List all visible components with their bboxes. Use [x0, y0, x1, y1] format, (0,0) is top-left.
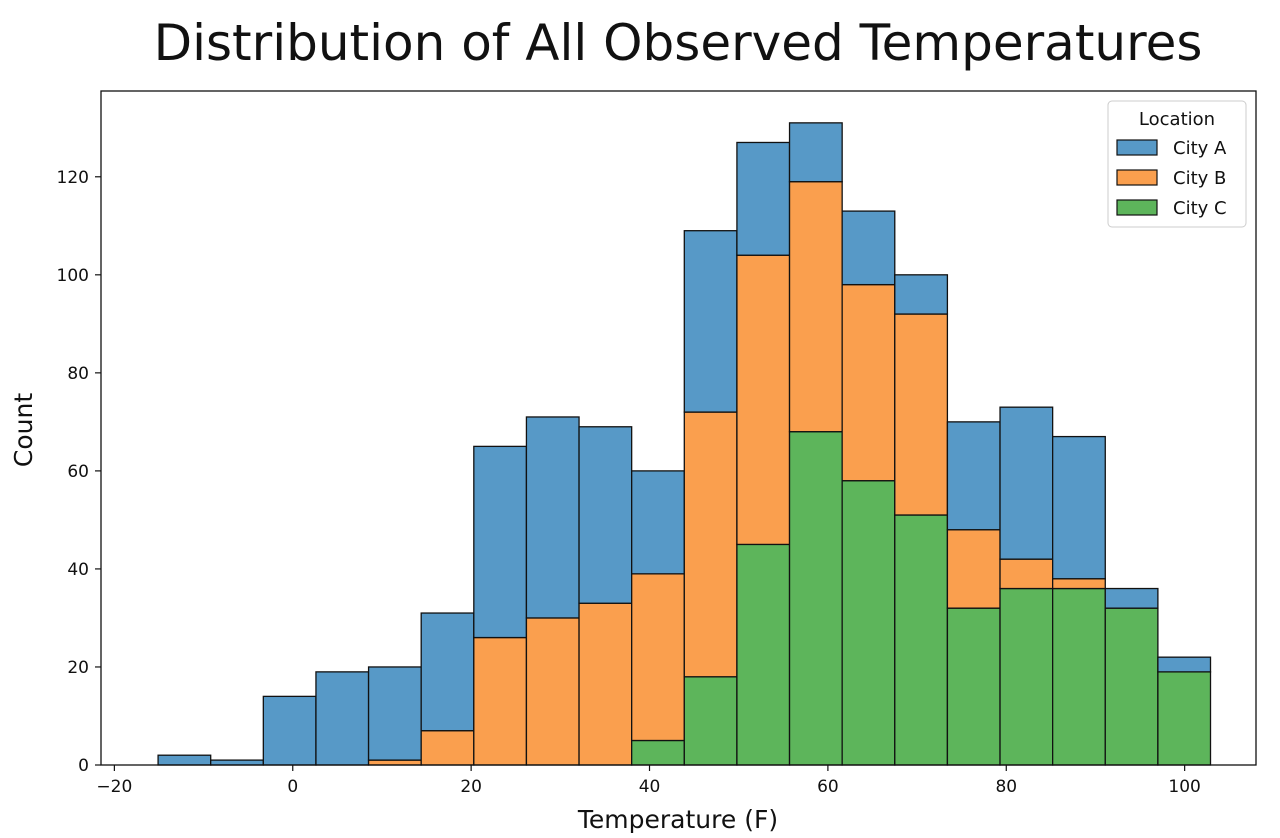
y-tick-label: 100 [57, 266, 89, 286]
legend-swatch-city-c [1116, 199, 1158, 216]
legend-box [1107, 100, 1247, 228]
legend-label-city-a: City A [1173, 138, 1227, 159]
legend-label-city-c: City C [1173, 198, 1227, 219]
bar-city-b-bin-16 [946, 529, 1001, 609]
bar-city-b-bin-6 [420, 730, 475, 766]
bar-city-a-bin-5 [367, 666, 422, 761]
bar-city-a-bin-10 [631, 470, 685, 575]
y-tick-label: 40 [67, 560, 89, 580]
bar-city-c-bin-16 [946, 607, 1001, 766]
bar-city-a-bin-9 [578, 426, 633, 604]
bar-city-c-bin-20 [1157, 671, 1212, 766]
x-tick-label: 40 [639, 777, 661, 797]
bar-city-a-bin-11 [683, 230, 738, 413]
bar-city-c-bin-19 [1104, 607, 1159, 766]
x-tick-label: 60 [817, 777, 839, 797]
bar-city-a-bin-19 [1104, 587, 1159, 609]
bar-city-c-bin-13 [788, 431, 843, 766]
x-axis-ticks: −20 0 20 40 60 80 100 [96, 765, 1201, 797]
bar-city-a-bin-14 [841, 210, 896, 286]
bar-city-b-bin-8 [525, 617, 580, 766]
bar-city-a-bin-1 [157, 754, 212, 766]
bar-city-c-bin-18 [1052, 587, 1106, 766]
bar-city-a-bin-8 [525, 416, 580, 619]
bar-city-a-bin-7 [473, 445, 528, 639]
bar-city-a-bin-3 [262, 695, 317, 766]
bar-city-c-bin-12 [736, 543, 791, 766]
bar-city-b-bin-7 [473, 636, 528, 766]
y-tick-label: 20 [67, 658, 89, 678]
bar-city-c-bin-15 [894, 514, 949, 766]
legend-label-city-b: City B [1173, 168, 1226, 189]
bar-city-a-bin-4 [315, 671, 370, 766]
bar-city-c-bin-11 [683, 676, 738, 766]
legend-items: City A City B City C [1116, 138, 1227, 219]
bar-city-b-bin-14 [841, 283, 896, 482]
bar-city-b-bin-12 [736, 254, 791, 546]
legend: Location City A City B City C [1107, 100, 1247, 228]
bar-city-b-bin-5 [367, 759, 422, 766]
bar-city-a-bin-18 [1052, 435, 1106, 580]
bar-city-b-bin-11 [683, 411, 738, 678]
x-tick-label: 0 [287, 777, 298, 797]
x-tick-label: −20 [96, 777, 132, 797]
chart-title: Distribution of All Observed Temperature… [154, 14, 1203, 72]
y-axis-ticks: 0 20 40 60 80 100 120 [57, 168, 101, 776]
bar-city-a-bin-6 [420, 612, 475, 732]
x-tick-label: 80 [995, 777, 1017, 797]
x-axis-label: Temperature (F) [577, 805, 778, 834]
legend-title: Location [1139, 109, 1215, 130]
bar-city-b-bin-18 [1052, 578, 1106, 590]
bar-city-b-bin-17 [999, 558, 1054, 590]
bar-city-a-bin-13 [788, 122, 843, 183]
y-tick-label: 60 [67, 462, 89, 482]
bar-city-c-bin-10 [631, 739, 685, 766]
bar-city-b-bin-9 [578, 602, 633, 766]
bar-city-a-bin-12 [736, 141, 791, 256]
bar-city-b-bin-13 [788, 181, 843, 433]
bar-city-a-bin-16 [946, 421, 1001, 531]
bar-city-c-bin-17 [999, 587, 1054, 766]
bar-city-a-bin-2 [210, 759, 264, 766]
bar-city-b-bin-15 [894, 313, 949, 516]
legend-swatch-city-b [1116, 169, 1158, 186]
bar-city-a-bin-20 [1157, 656, 1212, 673]
bar-city-a-bin-15 [894, 274, 949, 315]
legend-swatch-city-a [1116, 139, 1158, 156]
bar-city-b-bin-10 [631, 573, 685, 742]
bar-city-a-bin-17 [999, 406, 1054, 560]
y-tick-label: 0 [78, 756, 89, 776]
bar-city-c-bin-14 [841, 480, 896, 766]
y-tick-label: 80 [67, 364, 89, 384]
x-tick-label: 20 [460, 777, 482, 797]
y-axis-label: Count [9, 393, 38, 467]
bars-layer [157, 122, 1212, 766]
x-tick-label: 100 [1168, 777, 1200, 797]
y-tick-label: 120 [57, 168, 89, 188]
plot-frame [100, 90, 1257, 766]
